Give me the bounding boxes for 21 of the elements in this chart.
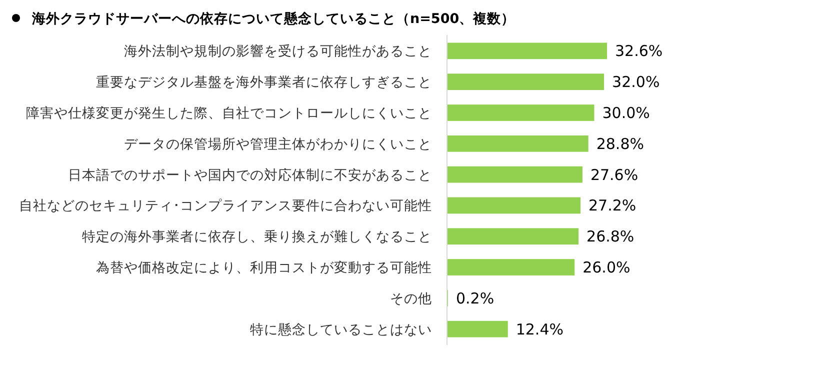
data-label: 32.6% bbox=[615, 42, 663, 60]
y-tick-label: 日本語でのサポートや国内での対応体制に不安があること bbox=[68, 167, 432, 184]
y-tick-label: 重要なデジタル基盤を海外事業者に依存しすぎること bbox=[96, 74, 432, 91]
data-label: 28.8% bbox=[596, 134, 644, 153]
data-label: 30.0% bbox=[602, 104, 650, 122]
data-label: 26.0% bbox=[582, 258, 630, 277]
y-tick-label: 海外法制や規制の影響を受ける可能性があること bbox=[124, 44, 432, 60]
data-label: 32.0% bbox=[612, 73, 660, 92]
y-tick-label: その他 bbox=[390, 290, 432, 307]
y-tick-label: 障害や仕様変更が発生した際、自社でコントロールしにくいこと bbox=[26, 105, 432, 122]
y-tick-label: データの保管場所や管理主体がわかりにくいこと bbox=[124, 136, 432, 152]
data-label: 26.8% bbox=[586, 228, 634, 246]
y-tick-label: 特に懸念していることはない bbox=[250, 322, 432, 338]
y-tick-label: 特定の海外事業者に依存し、乗り換えが難しくなること bbox=[82, 229, 432, 246]
data-label: 0.2% bbox=[456, 289, 494, 308]
data-label: 12.4% bbox=[516, 320, 564, 338]
y-tick-label: 為替や価格改定により、利用コストが変動する可能性 bbox=[96, 260, 432, 276]
data-label: 27.6% bbox=[590, 166, 638, 184]
data-label: 27.2% bbox=[588, 196, 636, 215]
y-tick-label: 自社などのセキュリティ･コンプライアンス要件に合わない可能性 bbox=[19, 198, 432, 214]
text: 海外クラウドサーバーへの依存について懸念していること（n=500、複数） bbox=[31, 10, 516, 27]
